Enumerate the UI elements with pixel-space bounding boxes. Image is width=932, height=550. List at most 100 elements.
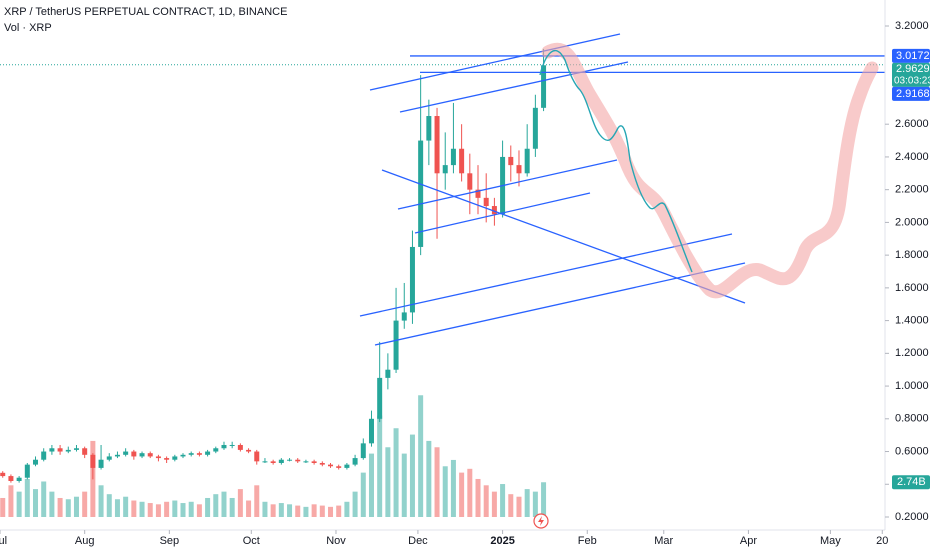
volume-bar: [33, 489, 39, 517]
candle-body: [33, 459, 39, 465]
volume-bar: [303, 506, 309, 517]
volume-bar: [49, 491, 55, 517]
y-tick-label: 0.8000: [895, 413, 929, 425]
candle-body: [237, 444, 243, 450]
volume-bar: [188, 501, 194, 517]
y-tick-label: 1.2000: [895, 347, 929, 359]
y-tick-label: 2.4000: [895, 151, 929, 163]
volume-bar: [450, 459, 456, 517]
volume-bar: [106, 494, 112, 517]
volume-bar: [508, 494, 514, 517]
volume-bar: [82, 491, 88, 517]
candle-body: [147, 453, 153, 457]
volume-bar: [123, 496, 129, 517]
candle-body: [450, 148, 456, 166]
volume-bar: [426, 440, 432, 517]
candle-body: [483, 197, 489, 207]
volume-bar: [246, 500, 252, 517]
candle-body: [172, 456, 178, 460]
volume-bar: [393, 428, 399, 517]
x-tick-label: Mar: [654, 535, 673, 547]
level-label-box: [892, 48, 930, 63]
countdown: 03:03:23: [894, 76, 932, 87]
candle-body: [213, 448, 219, 452]
candle-body: [328, 464, 334, 467]
projection-path: [541, 42, 879, 299]
x-tick-label: Aug: [75, 535, 95, 547]
candle-body: [368, 418, 374, 444]
volume-bar: [131, 500, 137, 517]
volume-bar: [205, 497, 211, 517]
trend-line: [374, 262, 746, 346]
x-tick-label: Sep: [160, 535, 180, 547]
volume-bar: [434, 447, 440, 517]
candle-body: [188, 453, 194, 455]
candle-body: [541, 65, 547, 108]
volume-bar: [344, 501, 350, 517]
level-label-box: [892, 86, 930, 101]
candle-body: [221, 444, 227, 449]
candle-body: [131, 451, 137, 457]
candle-body: [270, 461, 276, 463]
volume-bar: [385, 447, 391, 517]
volume-bar: [8, 485, 14, 517]
candle-body: [41, 451, 47, 460]
volume-bar: [237, 489, 243, 517]
candle-body: [262, 461, 268, 463]
volume-bar: [180, 503, 186, 517]
icon: [538, 516, 544, 526]
candle-body: [508, 156, 514, 166]
volume-bar: [114, 499, 120, 517]
volume-bar: [270, 504, 276, 517]
candle-body: [155, 456, 161, 459]
candle-body: [254, 451, 260, 462]
candle-body: [344, 464, 350, 468]
candle-body: [491, 206, 497, 215]
candle-body: [16, 477, 22, 481]
x-tick-label: Dec: [408, 535, 428, 547]
volume-bar: [401, 453, 407, 517]
candle-body: [352, 458, 358, 465]
candle-body: [516, 165, 522, 174]
candle-body: [90, 454, 96, 468]
volume-bar: [295, 505, 301, 517]
candle-body: [139, 453, 145, 457]
candle-body: [180, 454, 186, 457]
candle-body: [278, 459, 284, 463]
volume-bar: [262, 501, 268, 517]
drawings: [359, 33, 879, 346]
volume-bar: [336, 505, 342, 517]
x-tick-label: Nov: [326, 535, 346, 547]
y-tick-label: 1.4000: [895, 315, 929, 327]
replay-icon: [533, 513, 549, 529]
candle-body: [401, 312, 407, 321]
volume-title: Vol · XRP: [4, 22, 52, 34]
x-tick-label: Apr: [740, 535, 757, 547]
volume-bar: [41, 481, 47, 517]
x-tick-label: 2025: [490, 535, 514, 547]
volume-bar: [541, 482, 547, 517]
last-price-box: [892, 62, 930, 87]
candle-body: [287, 459, 293, 461]
volume-label-box: [892, 475, 930, 490]
volume-bar: [278, 503, 284, 517]
volume-bar: [352, 491, 358, 517]
x-tick-label: 20: [876, 535, 888, 547]
candle-body: [82, 448, 88, 455]
y-tick-label: 0.6000: [895, 445, 929, 457]
candle-body: [123, 451, 129, 455]
candle-body: [0, 472, 6, 477]
x-tick-label: Oct: [243, 535, 260, 547]
candle-body: [246, 449, 252, 452]
y-tick-label: 1.8000: [895, 249, 929, 261]
volume-bar: [524, 489, 530, 517]
candle-body: [73, 448, 79, 450]
candle-body: [196, 453, 202, 455]
volume-bar: [459, 472, 465, 517]
volume-bar: [475, 478, 481, 517]
candle-body: [426, 116, 432, 141]
volume-bar: [57, 497, 63, 517]
volume-bar: [65, 499, 71, 517]
candle-body: [49, 448, 55, 452]
